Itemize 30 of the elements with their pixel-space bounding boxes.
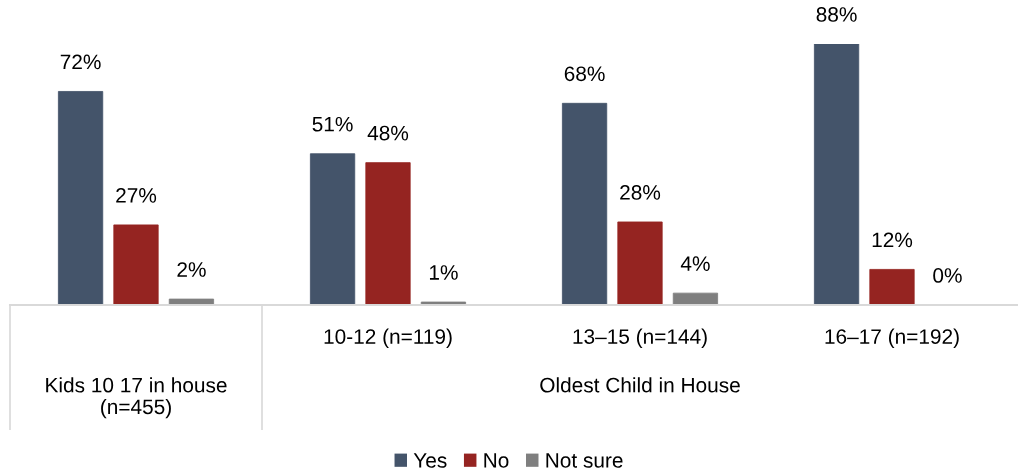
data-label: 27% xyxy=(116,187,157,203)
x-tick-label: 13–15 (n=144) xyxy=(573,328,707,349)
data-label: 72% xyxy=(60,54,101,70)
text: Oldest Child in House xyxy=(540,377,740,393)
legend-label: Yes xyxy=(413,453,447,468)
bar xyxy=(365,162,411,305)
data-label: 12% xyxy=(872,232,913,248)
x-tick-label: 16–17 (n=192) xyxy=(825,328,959,349)
data-label: 1% xyxy=(429,265,458,280)
data-label: 48% xyxy=(367,125,409,141)
data-label: 51% xyxy=(312,116,353,132)
text: Kids 10 17 in house (n=455) xyxy=(46,377,227,419)
bar xyxy=(672,292,719,305)
x-tick-label: 10-12 (n=119) xyxy=(324,328,452,349)
bar xyxy=(57,91,104,305)
bar xyxy=(309,153,356,305)
legend-label: No xyxy=(484,453,509,468)
bar xyxy=(869,268,915,305)
data-label: 4% xyxy=(680,256,710,271)
data-label: 88% xyxy=(816,7,857,22)
bar xyxy=(813,44,860,305)
data-label: 2% xyxy=(177,262,206,277)
data-label: 28% xyxy=(620,185,661,200)
data-label: 0% xyxy=(933,268,962,283)
bar xyxy=(561,102,608,305)
legend-label: Not sure xyxy=(546,453,623,468)
bar xyxy=(617,221,663,305)
data-label: 68% xyxy=(564,66,605,82)
bar xyxy=(113,224,159,305)
bar xyxy=(168,298,215,305)
